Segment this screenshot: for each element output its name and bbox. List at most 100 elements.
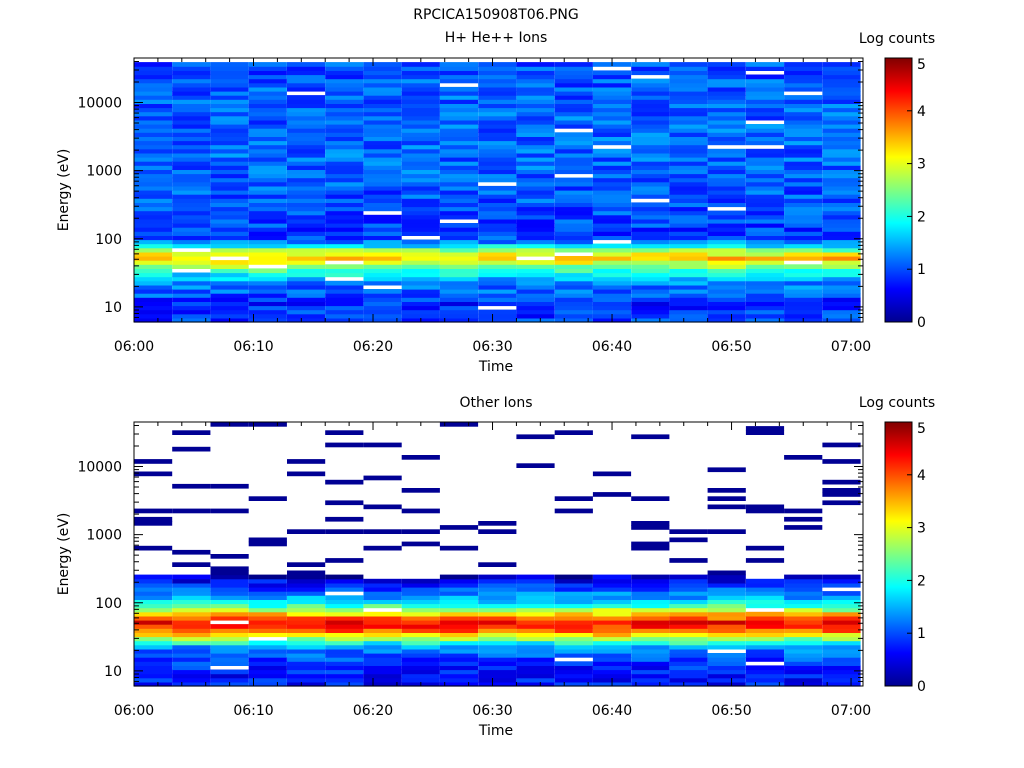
heatmap-cell (134, 91, 173, 96)
heatmap-cell (516, 165, 555, 170)
heatmap-cell (439, 677, 479, 683)
heatmap-cell (745, 78, 785, 84)
heatmap-cell (745, 223, 785, 228)
heatmap-cell (478, 620, 517, 625)
heatmap-cell (631, 276, 670, 282)
heatmap-cell (210, 636, 249, 642)
heatmap-cell (363, 140, 402, 146)
heatmap-cell (745, 578, 785, 584)
heatmap-cell (210, 574, 249, 580)
heatmap-cell (516, 673, 555, 679)
heatmap-cell (401, 603, 440, 609)
heatmap-cell (707, 467, 746, 473)
heatmap-cell (669, 161, 708, 166)
heatmap-cell (172, 78, 211, 84)
heatmap-cell (210, 185, 249, 191)
heatmap-cell (554, 99, 593, 104)
heatmap-cell (631, 669, 670, 675)
heatmap-cell (248, 607, 287, 613)
heatmap-cell (287, 185, 326, 191)
heatmap-cell (669, 194, 708, 199)
heatmap-cell (707, 128, 746, 133)
heatmap-cell (287, 124, 326, 129)
heatmap-cell (554, 430, 593, 435)
heatmap-cell (707, 653, 746, 658)
heatmap-cell (172, 591, 211, 596)
heatmap-cell (669, 595, 708, 600)
y-axis-label: Energy (eV) (56, 513, 72, 596)
heatmap-cell (478, 628, 517, 633)
heatmap-cell (401, 218, 440, 224)
heatmap-cell (439, 177, 479, 183)
heatmap-cell (631, 218, 670, 224)
heatmap-cell (822, 297, 861, 302)
heatmap-cell (822, 136, 861, 142)
heatmap-cell (439, 264, 479, 269)
heatmap-cell (439, 525, 479, 530)
heatmap-cell (707, 268, 746, 274)
heatmap-cell (134, 124, 173, 129)
heatmap-cell (439, 223, 479, 228)
heatmap-cell (592, 665, 632, 671)
x-tick-label: 06:00 (114, 339, 154, 355)
heatmap-cell (554, 301, 593, 307)
heatmap-cell (439, 124, 479, 129)
figure-title: RPCICA150908T06.PNG (413, 7, 578, 23)
heatmap-cell (478, 677, 517, 683)
heatmap-cell (439, 152, 479, 158)
heatmap-cell (784, 169, 823, 175)
heatmap-cell (516, 169, 555, 175)
heatmap-cell (478, 574, 517, 580)
heatmap-cell (325, 185, 364, 191)
heatmap-cell (363, 148, 402, 154)
heatmap-cell (248, 305, 287, 311)
heatmap-cell (172, 446, 211, 452)
heatmap-cell (554, 289, 593, 294)
heatmap-cell (631, 173, 670, 179)
heatmap-cell (287, 239, 326, 245)
heatmap-cell (134, 177, 173, 183)
heatmap-cell (134, 161, 173, 166)
heatmap-cell (363, 661, 402, 666)
heatmap-cell (439, 243, 479, 249)
heatmap-cell (516, 677, 555, 683)
heatmap-cell (134, 624, 173, 629)
heatmap-cell (134, 264, 173, 269)
heatmap-cell (592, 648, 632, 654)
heatmap-cell (669, 243, 708, 249)
heatmap-cell (478, 66, 517, 71)
heatmap-cell (363, 280, 402, 286)
heatmap-cell (172, 603, 211, 609)
heatmap-cell (401, 488, 440, 493)
heatmap-cell (134, 206, 173, 212)
heatmap-cell (325, 223, 364, 228)
heatmap-cell (210, 578, 249, 584)
heatmap-cell (439, 103, 479, 109)
heatmap-cell (363, 309, 402, 315)
heatmap-cell (554, 202, 593, 208)
heatmap-cell (592, 305, 632, 311)
heatmap-cell (478, 661, 517, 666)
heatmap-cell (325, 169, 364, 175)
heatmap-cell (325, 264, 364, 269)
heatmap-cell (363, 190, 402, 195)
heatmap-cell (631, 91, 670, 96)
heatmap-cell (822, 636, 861, 642)
heatmap-cell (745, 140, 785, 146)
heatmap-cell (554, 677, 593, 683)
heatmap-cell (401, 673, 440, 679)
colorbar-tick-label: 3 (917, 521, 926, 537)
heatmap-cell (325, 95, 364, 100)
heatmap-cell (401, 289, 440, 294)
heatmap-cell (707, 624, 746, 629)
heatmap-cell (707, 107, 746, 113)
heatmap-cell (287, 107, 326, 113)
heatmap-cell (707, 99, 746, 104)
heatmap-cell (325, 103, 364, 109)
heatmap-cell (287, 144, 326, 150)
heatmap-cell (516, 218, 555, 224)
heatmap-cell (439, 91, 479, 96)
heatmap-cell (287, 309, 326, 315)
heatmap-cell (631, 214, 670, 220)
heatmap-cell (401, 653, 440, 658)
